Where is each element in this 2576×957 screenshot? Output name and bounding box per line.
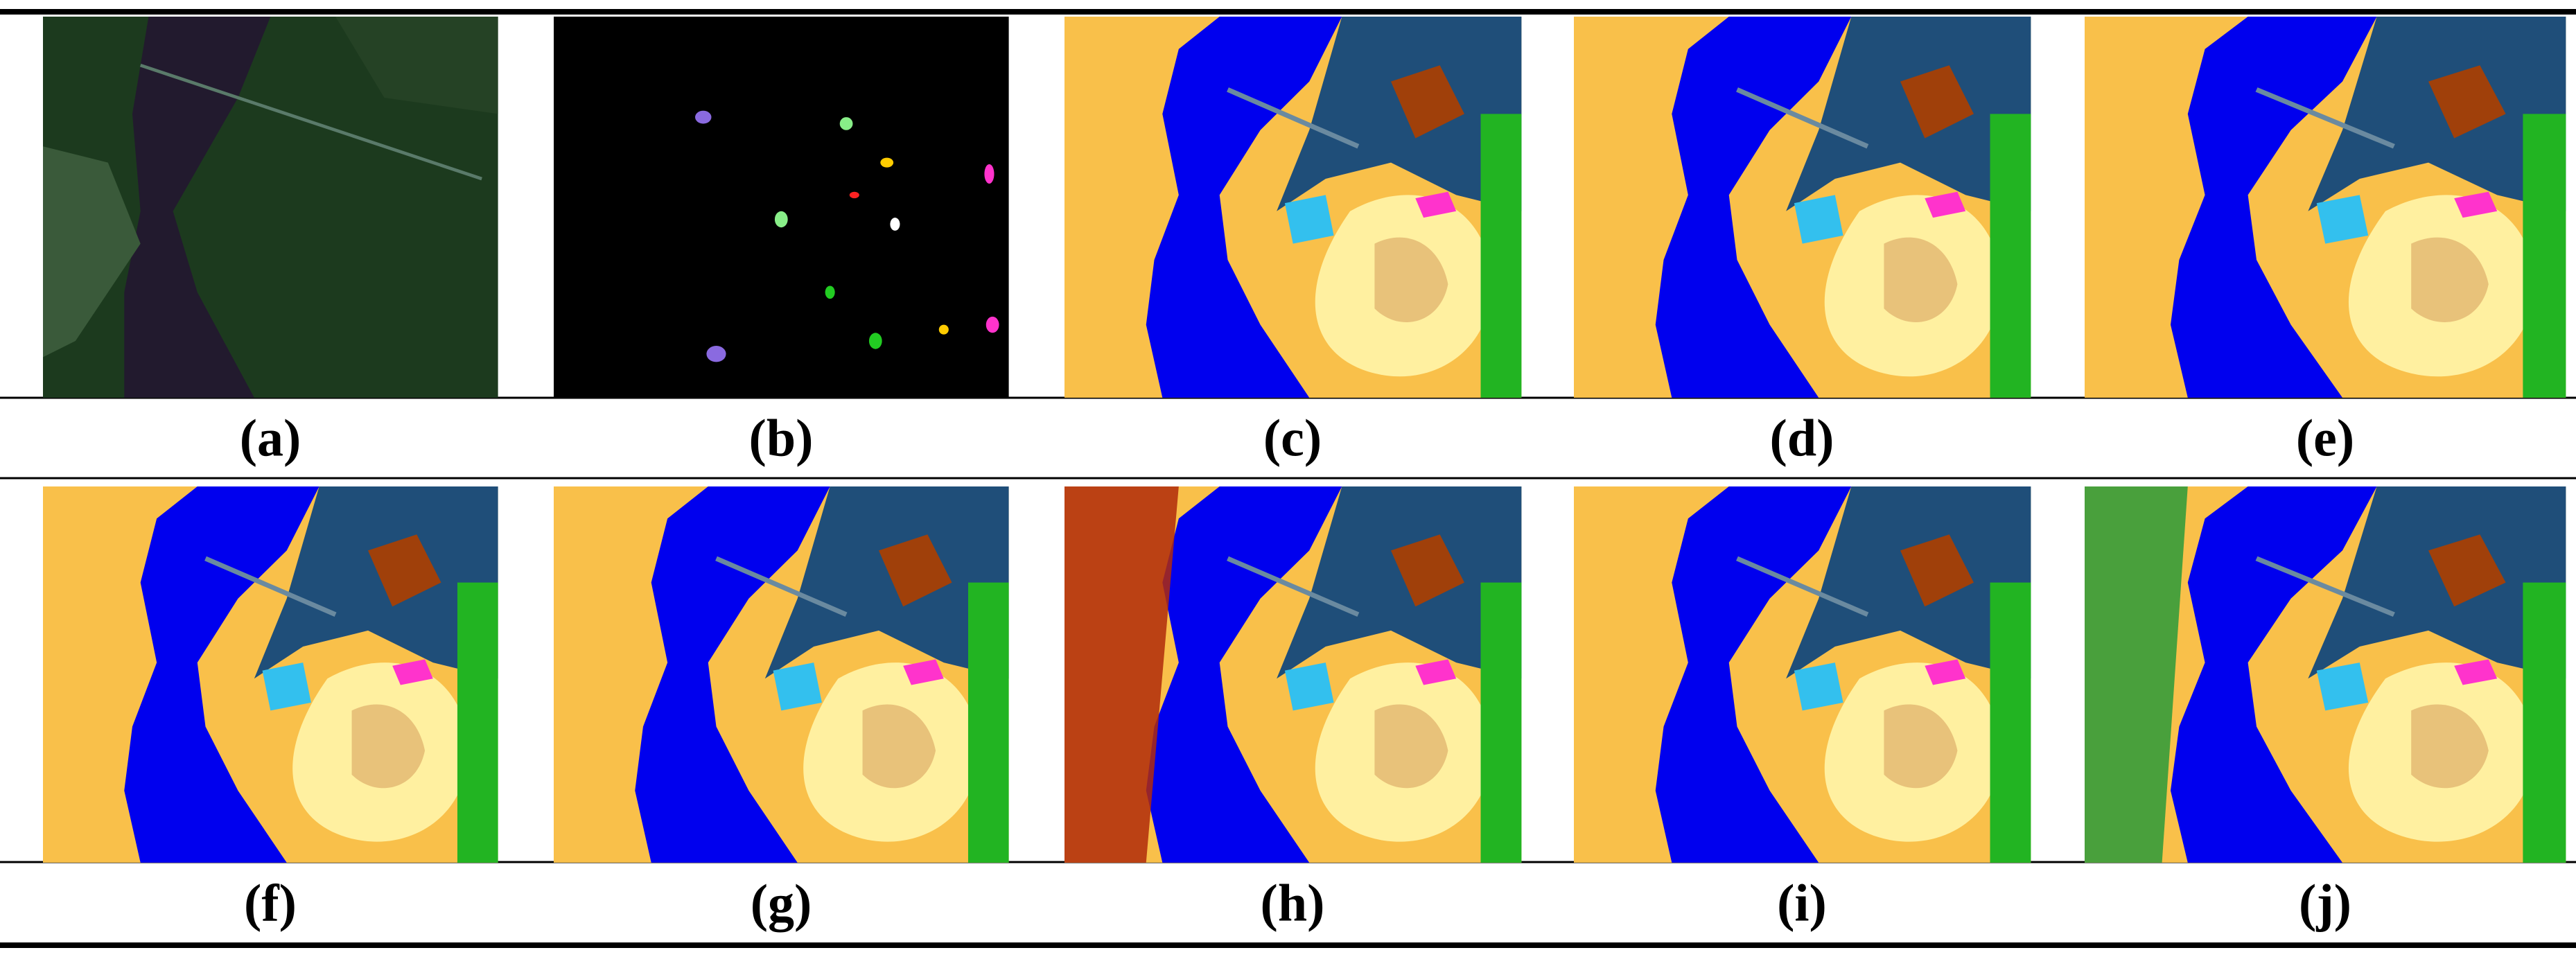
panel-label: (d)	[1770, 409, 1834, 467]
classification-map	[43, 486, 498, 863]
classification-map	[1574, 486, 2031, 863]
panel-label: (i)	[1777, 874, 1827, 932]
panel-label: (h)	[1261, 874, 1325, 932]
classification-map	[1064, 486, 1521, 863]
classification-map	[554, 486, 1009, 863]
panel-label: (j)	[2299, 874, 2351, 932]
panel-label: (e)	[2296, 409, 2354, 467]
classification-map	[1064, 17, 1521, 398]
ground-truth-map	[554, 17, 1009, 398]
panel-label: (c)	[1263, 409, 1322, 467]
classification-map	[1574, 17, 2031, 398]
panel-label: (g)	[751, 874, 812, 932]
panel-label: (b)	[749, 409, 814, 467]
satellite-image	[43, 17, 498, 398]
classification-map	[2085, 486, 2566, 863]
panel-label: (a)	[240, 409, 301, 467]
classification-map	[2085, 17, 2566, 398]
panel-label: (f)	[244, 874, 297, 932]
